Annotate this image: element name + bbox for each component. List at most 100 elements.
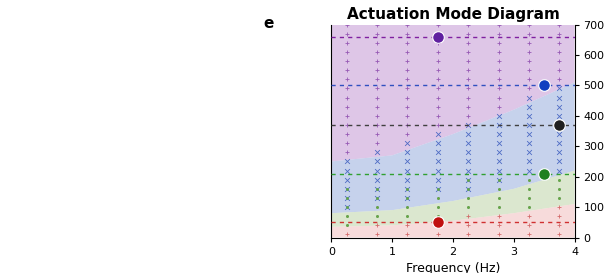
Point <box>342 105 351 109</box>
Point <box>402 22 412 27</box>
Point <box>554 50 564 54</box>
Point <box>402 214 412 218</box>
Polygon shape <box>331 171 575 227</box>
Point <box>342 214 351 218</box>
Point <box>463 105 473 109</box>
Point <box>463 141 473 146</box>
Point <box>494 187 503 191</box>
Point <box>433 35 443 39</box>
Point <box>342 132 351 136</box>
Point <box>494 141 503 146</box>
Point <box>342 196 351 200</box>
Point <box>433 205 443 209</box>
Point <box>402 159 412 164</box>
Title: Actuation Mode Diagram: Actuation Mode Diagram <box>347 7 559 22</box>
Point <box>494 22 503 27</box>
Point <box>402 187 412 191</box>
Point <box>372 187 382 191</box>
Point <box>372 22 382 27</box>
Point <box>524 77 534 82</box>
Point <box>494 59 503 63</box>
Point <box>372 68 382 72</box>
Point <box>494 150 503 155</box>
Point <box>554 41 564 45</box>
Point <box>524 95 534 100</box>
Point <box>494 105 503 109</box>
Point <box>494 196 503 200</box>
Point <box>433 22 443 27</box>
Point <box>433 86 443 91</box>
Point <box>524 50 534 54</box>
Point <box>494 41 503 45</box>
Point <box>463 177 473 182</box>
Point <box>524 59 534 63</box>
Point <box>402 177 412 182</box>
Point <box>433 31 443 36</box>
Point <box>372 223 382 227</box>
Point <box>433 220 443 224</box>
Point <box>554 141 564 146</box>
Point <box>433 41 443 45</box>
Point <box>463 86 473 91</box>
Point <box>433 59 443 63</box>
Point <box>494 68 503 72</box>
Point <box>372 159 382 164</box>
Point <box>342 41 351 45</box>
Point <box>524 232 534 237</box>
Point <box>494 114 503 118</box>
Point <box>372 95 382 100</box>
Point <box>554 187 564 191</box>
Point <box>402 196 412 200</box>
Point <box>372 77 382 82</box>
Point <box>372 205 382 209</box>
Point <box>554 196 564 200</box>
Point <box>433 95 443 100</box>
Point <box>433 223 443 227</box>
Point <box>494 50 503 54</box>
Point <box>342 59 351 63</box>
Point <box>524 141 534 146</box>
Point <box>524 22 534 27</box>
Point <box>554 114 564 118</box>
Point <box>402 95 412 100</box>
Point <box>554 59 564 63</box>
Point <box>524 177 534 182</box>
Point <box>463 59 473 63</box>
Point <box>372 187 382 191</box>
Point <box>554 68 564 72</box>
Point <box>342 31 351 36</box>
Point <box>524 123 534 127</box>
Point <box>463 214 473 218</box>
Point <box>402 232 412 237</box>
Point <box>463 68 473 72</box>
Point <box>402 123 412 127</box>
Point <box>372 196 382 200</box>
Point <box>554 187 564 191</box>
Point <box>372 105 382 109</box>
Point <box>463 123 473 127</box>
Point <box>433 177 443 182</box>
Point <box>342 196 351 200</box>
Point <box>463 196 473 200</box>
Point <box>402 50 412 54</box>
Point <box>524 114 534 118</box>
Point <box>554 159 564 164</box>
Point <box>342 77 351 82</box>
Point <box>524 187 534 191</box>
Point <box>463 232 473 237</box>
Point <box>463 150 473 155</box>
Point <box>554 31 564 36</box>
Point <box>433 187 443 191</box>
Point <box>372 123 382 127</box>
Point <box>463 50 473 54</box>
Point <box>554 132 564 136</box>
Point <box>372 114 382 118</box>
Point <box>342 141 351 146</box>
Point <box>372 86 382 91</box>
Point <box>372 214 382 218</box>
Point <box>372 168 382 173</box>
Point <box>433 168 443 173</box>
Point <box>402 141 412 146</box>
Point <box>342 150 351 155</box>
Point <box>372 59 382 63</box>
